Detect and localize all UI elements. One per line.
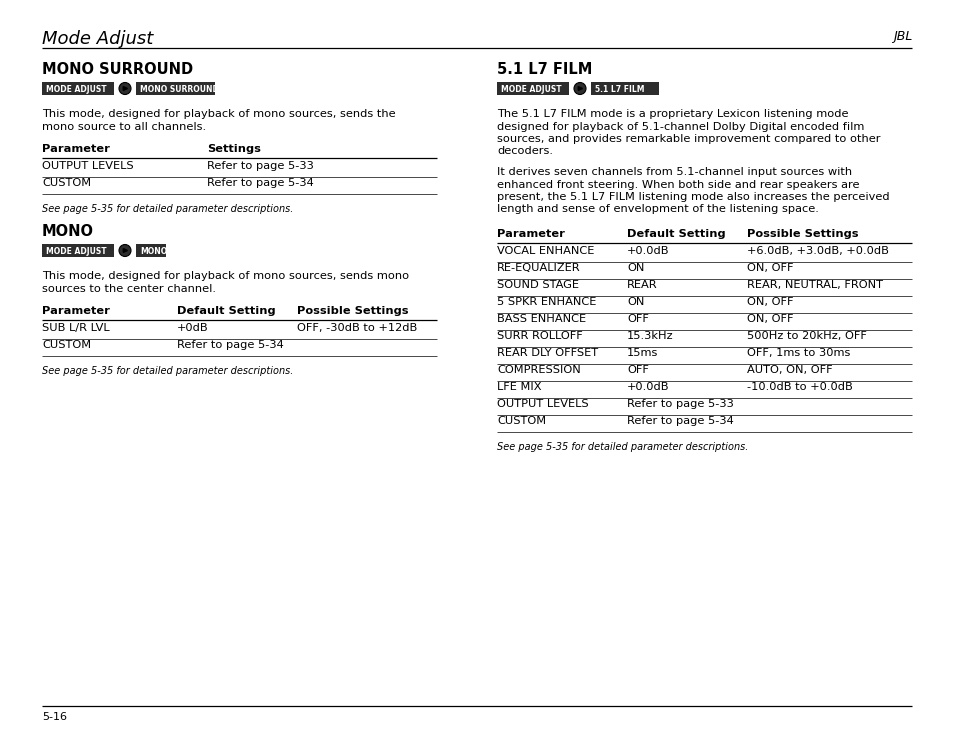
Text: Refer to page 5-33: Refer to page 5-33 — [626, 399, 733, 409]
Text: MODE ADJUST: MODE ADJUST — [500, 85, 561, 94]
Text: +0.0dB: +0.0dB — [626, 246, 669, 256]
Text: designed for playback of 5.1-channel Dolby Digital encoded film: designed for playback of 5.1-channel Dol… — [497, 122, 863, 131]
Text: Refer to page 5-34: Refer to page 5-34 — [207, 178, 314, 188]
Text: 5 SPKR ENHANCE: 5 SPKR ENHANCE — [497, 297, 596, 307]
Bar — [42, 82, 113, 95]
Text: OUTPUT LEVELS: OUTPUT LEVELS — [497, 399, 588, 409]
Text: OFF, 1ms to 30ms: OFF, 1ms to 30ms — [746, 348, 849, 358]
Text: OFF: OFF — [626, 365, 648, 375]
Text: SOUND STAGE: SOUND STAGE — [497, 280, 578, 290]
Circle shape — [119, 83, 131, 94]
Text: CUSTOM: CUSTOM — [42, 178, 91, 188]
Polygon shape — [123, 249, 128, 252]
Text: Refer to page 5-34: Refer to page 5-34 — [177, 340, 283, 350]
Text: MODE ADJUST: MODE ADJUST — [46, 85, 107, 94]
Text: SUB L/R LVL: SUB L/R LVL — [42, 323, 110, 333]
Text: See page 5-35 for detailed parameter descriptions.: See page 5-35 for detailed parameter des… — [42, 366, 294, 376]
Bar — [590, 82, 659, 95]
Bar — [136, 82, 215, 95]
Bar — [497, 82, 568, 95]
Text: COMPRESSION: COMPRESSION — [497, 365, 580, 375]
Text: Refer to page 5-33: Refer to page 5-33 — [207, 161, 314, 171]
Text: MONO SURROUND: MONO SURROUND — [42, 62, 193, 77]
Text: This mode, designed for playback of mono sources, sends mono: This mode, designed for playback of mono… — [42, 271, 409, 281]
Bar — [42, 244, 113, 257]
Text: +0.0dB: +0.0dB — [626, 382, 669, 392]
Text: ON: ON — [626, 297, 643, 307]
Text: 500Hz to 20kHz, OFF: 500Hz to 20kHz, OFF — [746, 331, 866, 341]
Text: Default Setting: Default Setting — [626, 229, 725, 239]
Circle shape — [119, 244, 131, 257]
Text: Possible Settings: Possible Settings — [296, 306, 408, 316]
Circle shape — [574, 83, 585, 94]
Text: MONO: MONO — [42, 224, 94, 239]
Text: Default Setting: Default Setting — [177, 306, 275, 316]
Text: Parameter: Parameter — [497, 229, 564, 239]
Text: -10.0dB to +0.0dB: -10.0dB to +0.0dB — [746, 382, 852, 392]
Text: REAR, NEUTRAL, FRONT: REAR, NEUTRAL, FRONT — [746, 280, 882, 290]
Text: mono source to all channels.: mono source to all channels. — [42, 122, 206, 131]
Text: OFF, -30dB to +12dB: OFF, -30dB to +12dB — [296, 323, 416, 333]
Text: See page 5-35 for detailed parameter descriptions.: See page 5-35 for detailed parameter des… — [42, 204, 294, 214]
Polygon shape — [123, 86, 128, 91]
Text: sources to the center channel.: sources to the center channel. — [42, 283, 215, 294]
Text: enhanced front steering. When both side and rear speakers are: enhanced front steering. When both side … — [497, 179, 859, 190]
Text: Refer to page 5-34: Refer to page 5-34 — [626, 416, 733, 426]
Text: Possible Settings: Possible Settings — [746, 229, 858, 239]
Text: 15ms: 15ms — [626, 348, 658, 358]
Text: REAR DLY OFFSET: REAR DLY OFFSET — [497, 348, 598, 358]
Text: SURR ROLLOFF: SURR ROLLOFF — [497, 331, 582, 341]
Text: Parameter: Parameter — [42, 144, 110, 154]
Text: RE-EQUALIZER: RE-EQUALIZER — [497, 263, 580, 273]
Text: VOCAL ENHANCE: VOCAL ENHANCE — [497, 246, 594, 256]
Text: ON, OFF: ON, OFF — [746, 314, 793, 324]
Text: ON, OFF: ON, OFF — [746, 297, 793, 307]
Text: 5.1 L7 FILM: 5.1 L7 FILM — [595, 85, 644, 94]
Text: CUSTOM: CUSTOM — [497, 416, 545, 426]
Text: BASS ENHANCE: BASS ENHANCE — [497, 314, 585, 324]
Text: 5-16: 5-16 — [42, 712, 67, 722]
Text: +0dB: +0dB — [177, 323, 209, 333]
Text: Parameter: Parameter — [42, 306, 110, 316]
Text: ON: ON — [626, 263, 643, 273]
Text: LFE MIX: LFE MIX — [497, 382, 541, 392]
Text: length and sense of envelopment of the listening space.: length and sense of envelopment of the l… — [497, 204, 818, 215]
Text: Settings: Settings — [207, 144, 260, 154]
Text: OFF: OFF — [626, 314, 648, 324]
Text: Mode Adjust: Mode Adjust — [42, 30, 153, 48]
Polygon shape — [578, 86, 582, 91]
Text: sources, and provides remarkable improvement compared to other: sources, and provides remarkable improve… — [497, 134, 880, 144]
Text: It derives seven channels from 5.1-channel input sources with: It derives seven channels from 5.1-chann… — [497, 167, 851, 177]
Bar — [136, 244, 166, 257]
Text: MONO SURROUND: MONO SURROUND — [140, 85, 218, 94]
Text: The 5.1 L7 FILM mode is a proprietary Lexicon listening mode: The 5.1 L7 FILM mode is a proprietary Le… — [497, 109, 847, 119]
Text: 5.1 L7 FILM: 5.1 L7 FILM — [497, 62, 592, 77]
Text: OUTPUT LEVELS: OUTPUT LEVELS — [42, 161, 133, 171]
Text: present, the 5.1 L7 FILM listening mode also increases the perceived: present, the 5.1 L7 FILM listening mode … — [497, 192, 889, 202]
Text: decoders.: decoders. — [497, 147, 553, 156]
Text: MODE ADJUST: MODE ADJUST — [46, 247, 107, 256]
Text: 15.3kHz: 15.3kHz — [626, 331, 673, 341]
Text: CUSTOM: CUSTOM — [42, 340, 91, 350]
Text: This mode, designed for playback of mono sources, sends the: This mode, designed for playback of mono… — [42, 109, 395, 119]
Text: AUTO, ON, OFF: AUTO, ON, OFF — [746, 365, 832, 375]
Text: REAR: REAR — [626, 280, 657, 290]
Text: MONO: MONO — [140, 247, 167, 256]
Text: See page 5-35 for detailed parameter descriptions.: See page 5-35 for detailed parameter des… — [497, 442, 747, 452]
Text: +6.0dB, +3.0dB, +0.0dB: +6.0dB, +3.0dB, +0.0dB — [746, 246, 888, 256]
Text: JBL: JBL — [892, 30, 911, 43]
Text: ON, OFF: ON, OFF — [746, 263, 793, 273]
